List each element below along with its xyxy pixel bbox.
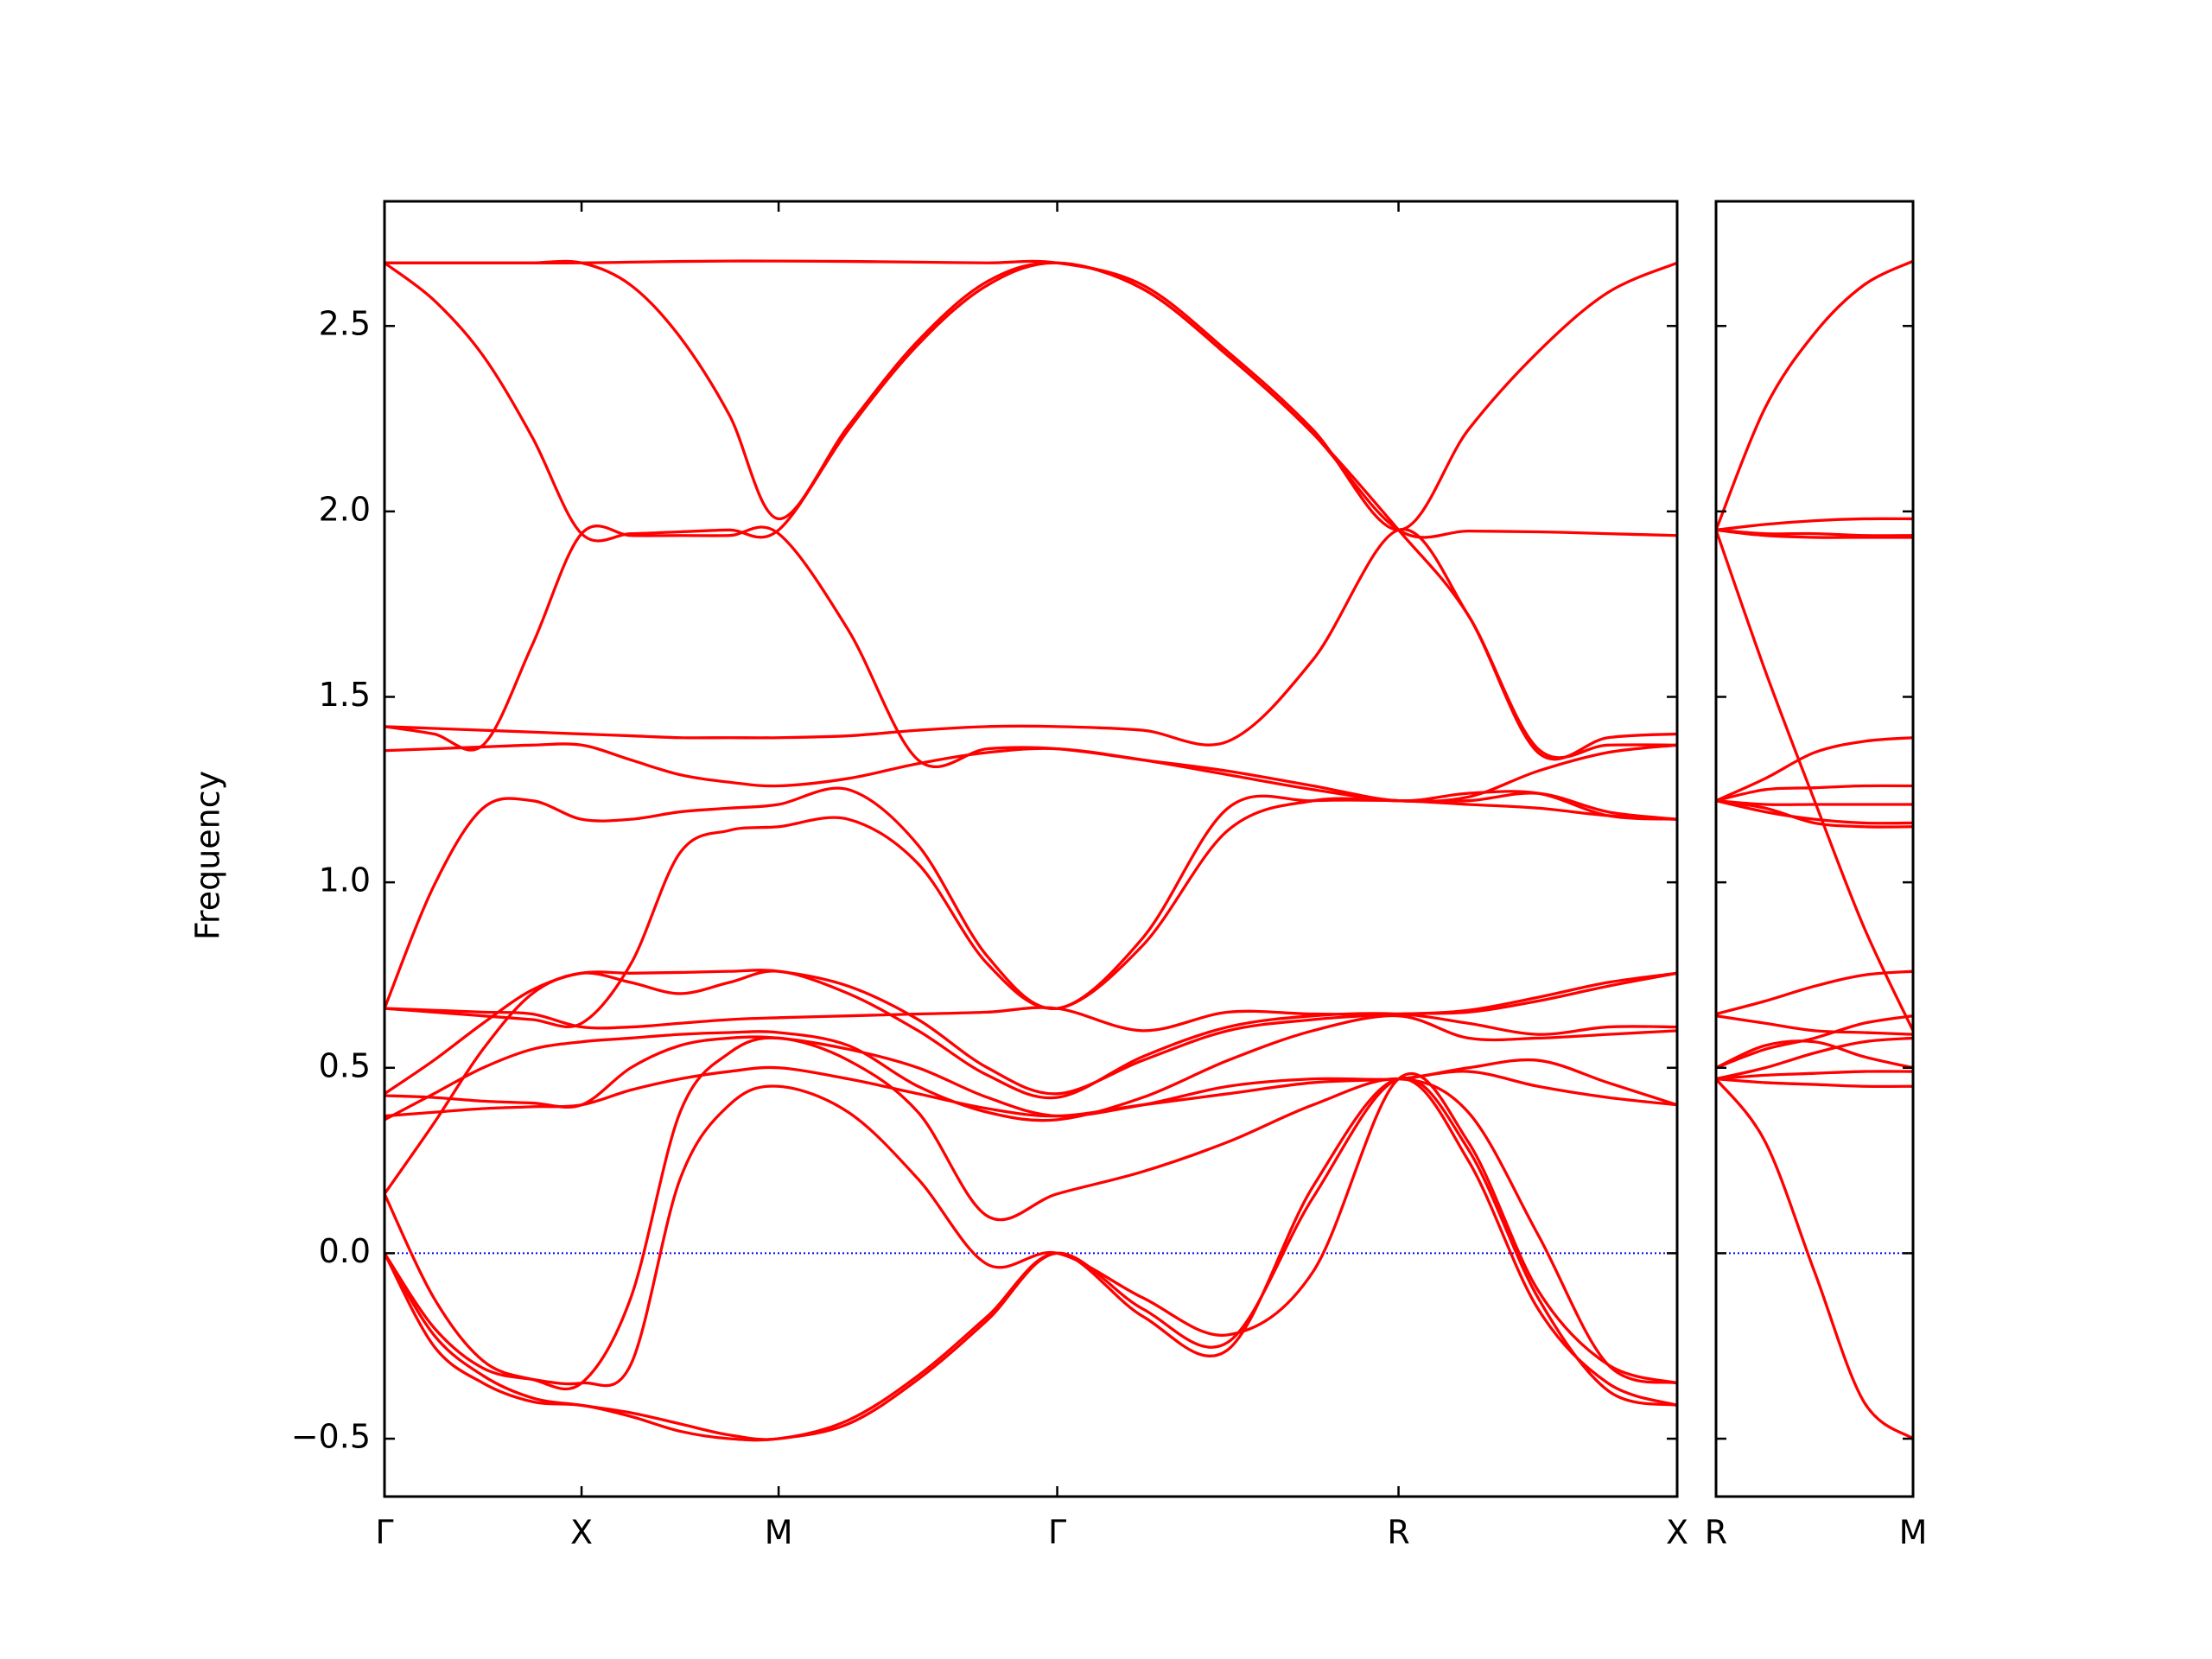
x-tick-label: Γ	[1048, 1514, 1066, 1552]
band-line	[1716, 736, 1913, 803]
band-line	[1716, 1036, 1913, 1081]
band-line	[1716, 799, 1913, 825]
x-tick-label: X	[570, 1514, 593, 1552]
x-tick-label: M	[1899, 1514, 1928, 1552]
band-line	[1716, 259, 1913, 531]
x-tick-label: R	[1705, 1514, 1727, 1552]
x-tick-label: R	[1387, 1514, 1409, 1552]
band-line	[1716, 517, 1913, 531]
band-line	[385, 791, 1677, 1028]
y-axis-label: Frequency	[189, 771, 227, 940]
x-tick-label: Γ	[375, 1514, 393, 1552]
y-tick-label: 2.0	[319, 490, 371, 528]
y-tick-label: 2.5	[319, 305, 371, 343]
band-line	[385, 527, 1677, 760]
band-line	[1716, 969, 1913, 1016]
band-line	[1716, 1077, 1913, 1440]
x-tick-label: M	[765, 1514, 793, 1552]
band-line	[1716, 1070, 1913, 1081]
band-line	[385, 1071, 1677, 1388]
band-line	[385, 524, 1677, 821]
y-tick-label: 1.0	[319, 861, 371, 899]
y-tick-label: 0.5	[319, 1046, 371, 1084]
y-tick-label: 1.5	[319, 676, 371, 714]
band-line	[1716, 1014, 1913, 1036]
band-line	[1716, 799, 1913, 806]
band-line	[1716, 799, 1913, 829]
band-line	[385, 971, 1677, 1033]
band-line	[385, 1036, 1677, 1391]
band-line	[1716, 529, 1913, 1032]
band-line	[385, 742, 1677, 804]
plot-frame	[383, 200, 1679, 1498]
band-line	[385, 1014, 1677, 1122]
band-line	[1716, 1039, 1913, 1070]
plot-frame	[1714, 200, 1915, 1498]
band-line	[1716, 1077, 1913, 1089]
band-line	[1716, 1014, 1913, 1070]
band-line	[385, 969, 1677, 1195]
band-line	[385, 1076, 1677, 1442]
band-line	[1716, 784, 1913, 803]
x-tick-label: X	[1666, 1514, 1688, 1552]
band-line	[1716, 528, 1913, 539]
y-tick-label: 0.0	[319, 1232, 371, 1270]
y-tick-label: −0.5	[291, 1418, 371, 1456]
band-line	[385, 1035, 1677, 1118]
